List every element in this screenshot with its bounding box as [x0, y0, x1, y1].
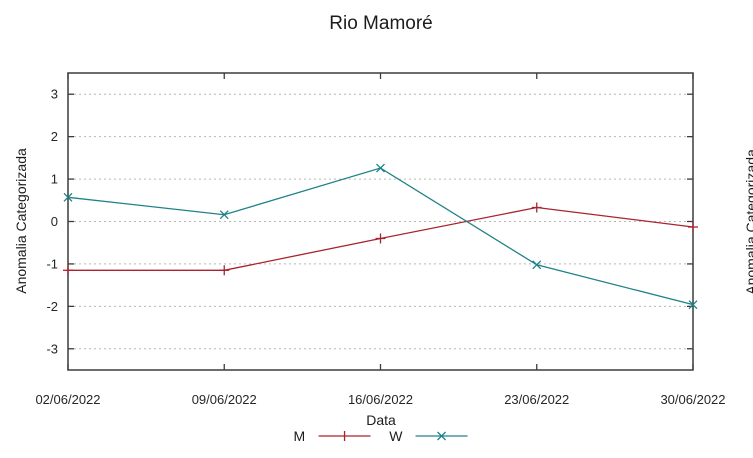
- cross-marker-icon: [532, 260, 542, 270]
- legend-item-M: M: [294, 428, 372, 444]
- cross-marker-icon: [376, 163, 385, 173]
- x-tick-label: 09/06/2022: [192, 392, 257, 407]
- legend-plus-marker-icon: [318, 431, 371, 441]
- y-tick-label: 3: [51, 87, 58, 102]
- y-tick-label: -3: [46, 341, 58, 356]
- y-tick-label: 0: [51, 214, 58, 229]
- y-tick-label: -1: [46, 256, 58, 271]
- cross-marker-icon: [63, 192, 73, 202]
- legend-series-label: W: [389, 428, 403, 444]
- x-tick-label: 23/06/2022: [504, 392, 569, 407]
- legend-cross-marker-icon: [415, 431, 468, 441]
- cross-marker-icon: [688, 300, 698, 310]
- x-tick-label: 30/06/2022: [660, 392, 725, 407]
- y-tick-label: 1: [51, 172, 58, 187]
- x-tick-label: 16/06/2022: [348, 392, 413, 407]
- y-tick-label: 2: [51, 129, 58, 144]
- plot-border: [67, 72, 694, 371]
- legend-series-label: M: [293, 428, 306, 444]
- x-tick-label: 02/06/2022: [35, 392, 100, 407]
- cross-marker-icon: [219, 210, 229, 220]
- chart-title: Rio Mamoré: [329, 13, 433, 34]
- legend-item-W: W: [389, 428, 468, 444]
- y-tick-label: -2: [46, 299, 58, 314]
- x-axis-label: Data: [366, 412, 396, 428]
